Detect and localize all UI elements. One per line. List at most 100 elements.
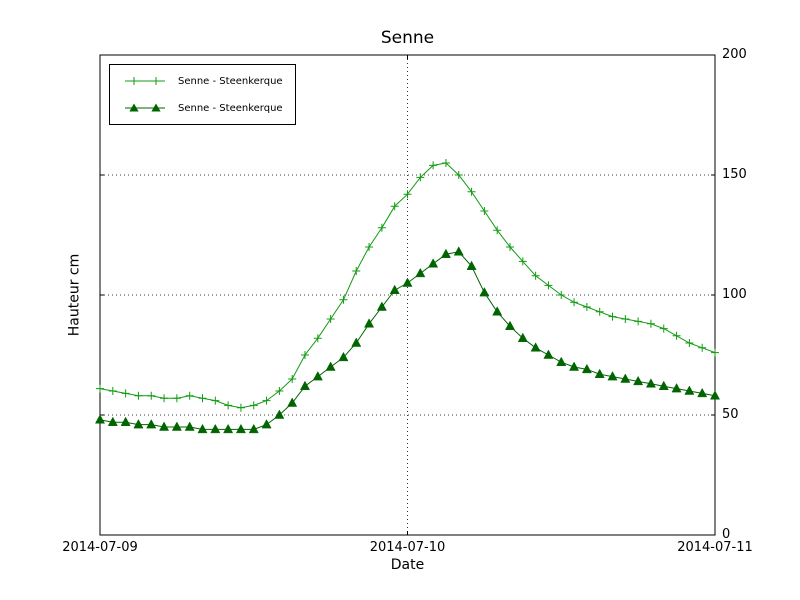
triangle-marker: [697, 387, 708, 398]
triangle-marker: [415, 267, 426, 278]
plus-marker: [621, 315, 630, 323]
plus-marker: [275, 387, 284, 395]
plus-marker: [96, 384, 104, 393]
plus-marker: [185, 391, 194, 400]
plus-marker: [147, 391, 156, 400]
plus-marker: [301, 351, 309, 359]
plus-marker: [582, 303, 591, 311]
legend-entry: Senne - Steenkerque: [122, 74, 283, 88]
triangle-marker: [338, 351, 349, 362]
plus-marker: [339, 295, 348, 304]
triangle-marker: [492, 306, 503, 316]
plus-marker: [531, 271, 540, 280]
plus-marker: [557, 291, 566, 299]
triangle-marker: [428, 258, 439, 268]
plus-marker: [506, 243, 514, 251]
triangle-marker: [146, 419, 157, 429]
x-tick-label: 2014-07-10: [369, 540, 446, 555]
triangle-marker: [261, 419, 272, 429]
triangle-marker: [94, 414, 106, 424]
triangle-marker: [402, 277, 413, 287]
plus-marker: [249, 401, 258, 410]
legend-label: Senne - Steenkerque: [178, 102, 283, 114]
plus-marker: [262, 396, 271, 405]
x-tick-label: 2014-07-09: [62, 540, 138, 555]
x-tick-label: 2014-07-11: [677, 540, 753, 555]
legend: Senne - Steenkerque Senne - Steenkerque: [109, 64, 296, 125]
plus-marker: [172, 394, 181, 403]
triangle-marker: [133, 419, 144, 429]
plus-marker: [544, 281, 553, 290]
plus-marker: [698, 343, 707, 352]
plus-marker: [467, 187, 476, 196]
plus-marker: [608, 312, 617, 321]
plus-marker: [518, 257, 527, 266]
plus-marker: [416, 173, 425, 182]
plus-marker: [224, 401, 233, 410]
legend-entry: Senne - Steenkerque: [122, 101, 283, 115]
triangle-marker: [569, 361, 580, 371]
y-tick-label: 100: [722, 287, 747, 302]
triangle-marker: [594, 368, 605, 378]
plus-marker: [326, 315, 335, 323]
plus-marker: [377, 223, 386, 232]
triangle-marker: [671, 383, 682, 393]
plus-marker: [659, 324, 668, 333]
triangle-marker: [658, 380, 669, 390]
triangle-marker: [440, 248, 451, 258]
x-axis-label: Date: [390, 557, 425, 573]
plus-marker: [429, 161, 438, 170]
plus-marker: [352, 267, 361, 275]
triangle-marker: [607, 371, 618, 381]
triangle-marker: [479, 287, 490, 297]
plus-marker: [365, 243, 374, 251]
plus-marker: [160, 394, 169, 403]
triangle-marker: [364, 318, 375, 328]
triangle-marker: [581, 363, 592, 374]
triangle-marker: [389, 284, 400, 294]
triangle-marker: [197, 423, 208, 434]
triangle-marker: [620, 373, 631, 383]
plus-marker: [685, 339, 694, 347]
plus-marker: [134, 391, 143, 400]
triangle-marker: [287, 397, 298, 407]
triangle-marker: [684, 385, 695, 395]
plus-marker: [454, 171, 463, 179]
triangle-marker: [556, 356, 567, 366]
plus-marker: [493, 226, 502, 235]
triangle-marker: [312, 371, 323, 381]
triangle-marker: [159, 421, 170, 431]
triangle-marker: [120, 416, 131, 426]
plus-marker: [288, 375, 297, 383]
plus-legend-sample-icon: [125, 77, 165, 85]
y-tick-label: 150: [722, 167, 747, 182]
triangle-marker: [107, 416, 118, 426]
plus-marker: [595, 307, 604, 316]
plus-marker: [441, 159, 450, 167]
chart-title: Senne: [380, 28, 435, 48]
triangle-marker: [351, 337, 362, 347]
plus-marker: [403, 190, 412, 199]
triangle-marker: [210, 423, 221, 434]
y-tick-label: 200: [722, 47, 747, 62]
triangle-marker: [248, 423, 259, 434]
plus-marker: [480, 207, 489, 215]
triangle-marker: [645, 378, 656, 388]
triangle-marker: [223, 423, 234, 434]
plus-marker: [646, 319, 655, 328]
triangle-marker: [325, 361, 336, 371]
triangle-marker: [184, 421, 195, 431]
triangle-marker: [453, 246, 464, 256]
triangle-marker: [517, 332, 528, 342]
plus-marker: [570, 298, 579, 307]
triangle-legend-sample-icon: [125, 103, 165, 112]
triangle-marker: [299, 380, 311, 390]
y-tick-label: 50: [722, 407, 739, 422]
plus-marker: [211, 396, 220, 405]
triangle-marker: [543, 349, 554, 359]
plus-marker: [711, 348, 719, 357]
plus-marker: [108, 387, 117, 395]
triangle-marker: [633, 375, 644, 386]
